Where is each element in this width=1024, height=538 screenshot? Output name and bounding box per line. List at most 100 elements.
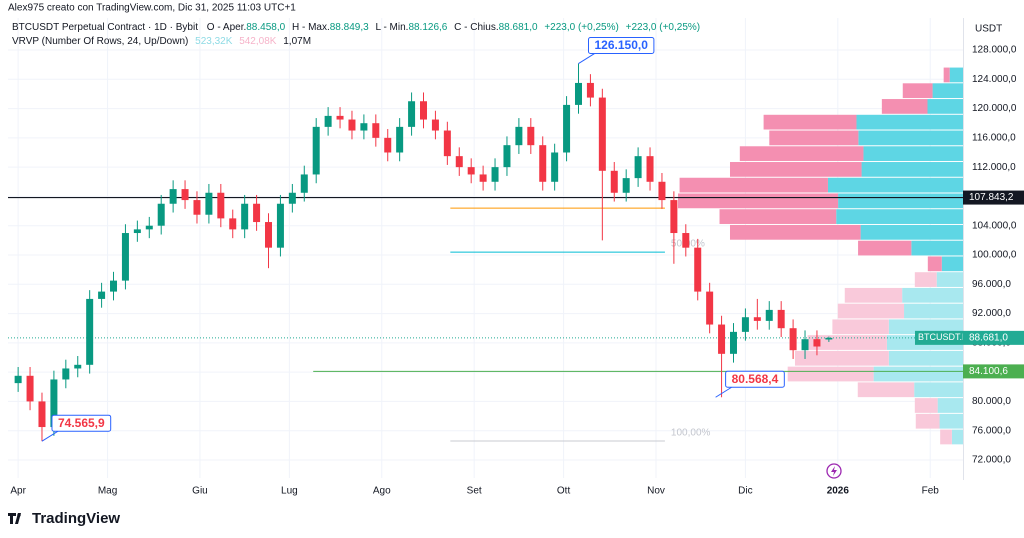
candle-body bbox=[563, 104, 571, 153]
callout-label: 74.565,9 bbox=[58, 416, 105, 430]
ohlc-key: C - Chius. bbox=[454, 22, 498, 33]
candle-body bbox=[241, 203, 249, 230]
candle-body bbox=[801, 339, 809, 351]
x-tick-label: Ott bbox=[557, 486, 571, 497]
x-tick-label: Nov bbox=[647, 486, 665, 497]
candle-body bbox=[276, 203, 284, 248]
profile-down bbox=[832, 319, 889, 335]
y-tick-label: 120.000,0 bbox=[972, 103, 1017, 114]
candle-body bbox=[646, 156, 654, 182]
change: +223,0 (+0,25%) bbox=[544, 22, 619, 33]
profile-down bbox=[729, 162, 862, 177]
candle-body bbox=[205, 192, 213, 215]
x-tick-label: Dic bbox=[738, 486, 752, 497]
profile-down bbox=[679, 177, 828, 193]
candle-body bbox=[741, 317, 749, 332]
y-tick-label: 112.000,0 bbox=[972, 162, 1016, 173]
callout-box bbox=[51, 414, 112, 432]
profile-up bbox=[860, 224, 963, 240]
y-tick-label: 92.000,0 bbox=[972, 308, 1011, 319]
price-label-box bbox=[963, 330, 1024, 345]
candle-body bbox=[169, 189, 177, 204]
indicator-value: 1,07M bbox=[283, 36, 311, 47]
candle-body bbox=[777, 309, 785, 329]
callout-box bbox=[587, 37, 655, 55]
profile-up bbox=[873, 366, 963, 382]
callout-box bbox=[725, 370, 785, 388]
ohlc-key: L - Min. bbox=[375, 22, 408, 33]
price-label: 107.843,2 bbox=[969, 192, 1014, 203]
profile-down bbox=[940, 429, 952, 445]
y-tick-label: 116.000,0 bbox=[972, 132, 1016, 143]
profile-up bbox=[941, 256, 963, 272]
candle-body bbox=[26, 375, 34, 402]
candle-body bbox=[658, 181, 666, 201]
profile-up bbox=[856, 114, 963, 130]
profile-up bbox=[939, 413, 963, 429]
ohlc-value: 88.458,0 bbox=[246, 22, 285, 33]
ohlc-value: 88.849,3 bbox=[330, 22, 369, 33]
y-tick-label: 72.000,0 bbox=[972, 455, 1011, 466]
x-tick-label: Mag bbox=[98, 486, 117, 497]
candle-body bbox=[181, 189, 189, 201]
profile-down bbox=[914, 398, 938, 413]
candle-body bbox=[443, 130, 451, 157]
profile-down bbox=[858, 240, 912, 256]
profile-up bbox=[911, 240, 963, 256]
candle-body bbox=[706, 291, 714, 325]
candle-body bbox=[98, 291, 106, 299]
candle-body bbox=[110, 280, 118, 292]
y-tick-label: 104.000,0 bbox=[972, 220, 1017, 231]
candle-body bbox=[408, 101, 416, 127]
brand: TradingView bbox=[32, 510, 120, 527]
profile-up bbox=[836, 209, 963, 224]
profile-down bbox=[914, 272, 937, 287]
profile-up bbox=[949, 67, 963, 83]
profile-down bbox=[915, 413, 940, 429]
profile-up bbox=[914, 382, 963, 398]
candle-body bbox=[229, 218, 237, 230]
candle-body bbox=[753, 317, 761, 321]
symbol-label: BTCUSDT.P bbox=[918, 332, 968, 342]
brand-logo bbox=[8, 513, 21, 524]
profile-up bbox=[863, 146, 963, 162]
candle-body bbox=[789, 328, 797, 351]
candle-body bbox=[765, 309, 773, 321]
x-tick-label: 2026 bbox=[827, 486, 850, 497]
profile-down bbox=[857, 382, 915, 398]
profile-up bbox=[936, 272, 963, 287]
candle-body bbox=[634, 156, 642, 179]
level-label: 100,00% bbox=[671, 428, 711, 439]
candle-body bbox=[574, 82, 582, 105]
candle-body bbox=[813, 339, 821, 347]
y-tick-label: 96.000,0 bbox=[972, 279, 1011, 290]
indicator-line: VRVP (Number Of Rows, 24, Up/Down) 523,3… bbox=[12, 36, 311, 47]
price-label-box bbox=[963, 190, 1024, 205]
candle-body bbox=[336, 115, 344, 120]
y-tick-label: 128.000,0 bbox=[972, 45, 1017, 56]
profile-up bbox=[937, 398, 963, 413]
ohlc-value: 88.126,6 bbox=[408, 22, 447, 33]
event-icon bbox=[826, 463, 842, 479]
candle-body bbox=[38, 401, 46, 428]
profile-up bbox=[951, 429, 963, 445]
x-tick-label: Apr bbox=[10, 486, 26, 497]
profile-down bbox=[837, 303, 905, 319]
candle-body bbox=[396, 126, 404, 153]
profile-down bbox=[927, 256, 942, 272]
candle-body bbox=[825, 337, 833, 340]
y-tick-label: 80.000,0 bbox=[972, 396, 1011, 407]
symbol-box bbox=[915, 330, 963, 345]
profile-down bbox=[902, 83, 933, 99]
candle-body bbox=[670, 200, 678, 234]
y-axis-unit: USDT bbox=[975, 24, 1002, 35]
x-tick-label: Ago bbox=[373, 486, 391, 497]
candle-body bbox=[193, 200, 201, 215]
candle-body bbox=[133, 229, 141, 234]
candle-body bbox=[157, 203, 165, 226]
indicator-value: 523,32K bbox=[195, 36, 233, 47]
profile-down bbox=[769, 130, 859, 146]
candle-body bbox=[491, 167, 499, 182]
price-label-box bbox=[963, 364, 1024, 379]
